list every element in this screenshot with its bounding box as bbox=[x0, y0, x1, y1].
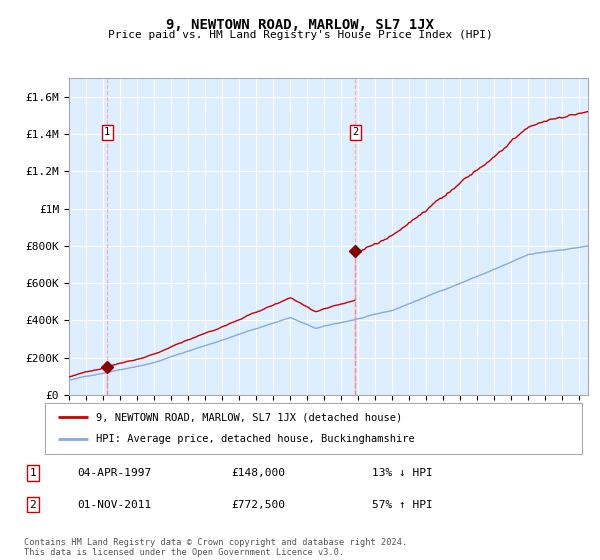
Text: 57% ↑ HPI: 57% ↑ HPI bbox=[371, 500, 433, 510]
Text: 13% ↓ HPI: 13% ↓ HPI bbox=[371, 468, 433, 478]
Text: Price paid vs. HM Land Registry's House Price Index (HPI): Price paid vs. HM Land Registry's House … bbox=[107, 30, 493, 40]
Text: 2: 2 bbox=[29, 500, 37, 510]
Text: £148,000: £148,000 bbox=[231, 468, 285, 478]
Text: HPI: Average price, detached house, Buckinghamshire: HPI: Average price, detached house, Buck… bbox=[96, 435, 415, 445]
Text: 01-NOV-2011: 01-NOV-2011 bbox=[77, 500, 151, 510]
Text: 9, NEWTOWN ROAD, MARLOW, SL7 1JX: 9, NEWTOWN ROAD, MARLOW, SL7 1JX bbox=[166, 18, 434, 32]
Text: 1: 1 bbox=[104, 127, 110, 137]
Text: £772,500: £772,500 bbox=[231, 500, 285, 510]
Text: 04-APR-1997: 04-APR-1997 bbox=[77, 468, 151, 478]
Text: 2: 2 bbox=[352, 127, 359, 137]
Text: 1: 1 bbox=[29, 468, 37, 478]
Text: 9, NEWTOWN ROAD, MARLOW, SL7 1JX (detached house): 9, NEWTOWN ROAD, MARLOW, SL7 1JX (detach… bbox=[96, 412, 402, 422]
Text: Contains HM Land Registry data © Crown copyright and database right 2024.
This d: Contains HM Land Registry data © Crown c… bbox=[24, 538, 407, 557]
